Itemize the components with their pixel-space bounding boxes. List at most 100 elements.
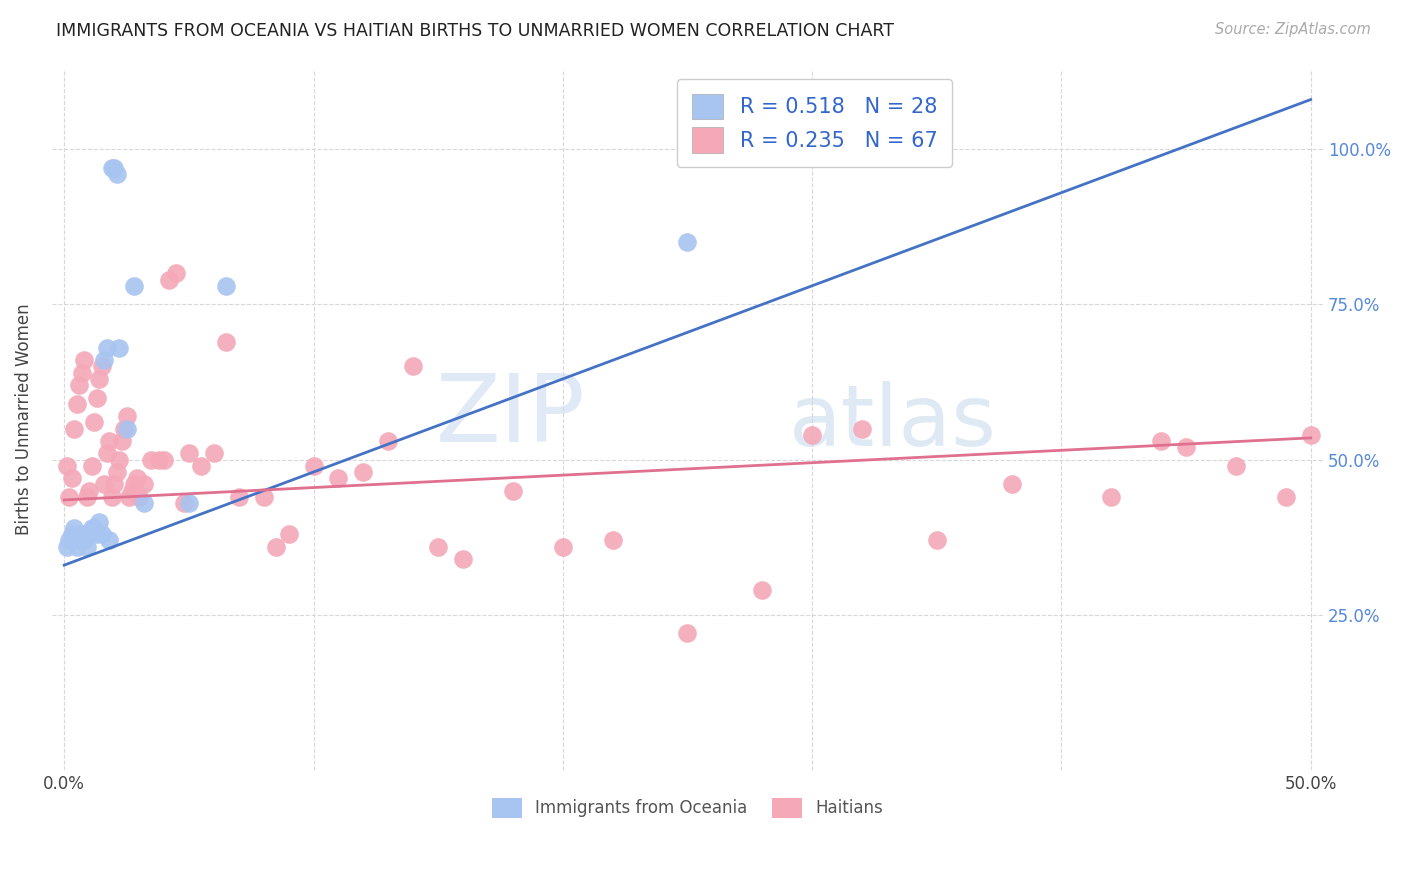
Point <box>80 521 103 535</box>
Point <box>105 465 128 479</box>
Point <box>103 161 125 175</box>
Point <box>115 409 138 424</box>
Point <box>86 527 108 541</box>
Point <box>122 477 145 491</box>
Point <box>77 527 100 541</box>
Point <box>173 496 195 510</box>
Point <box>264 540 287 554</box>
Point <box>63 421 86 435</box>
Point <box>103 477 125 491</box>
Point <box>141 452 163 467</box>
Point <box>1299 427 1322 442</box>
Point <box>1175 440 1198 454</box>
Point <box>352 465 374 479</box>
Point <box>121 483 143 498</box>
Point <box>751 582 773 597</box>
Point <box>125 471 148 485</box>
Point <box>1000 477 1022 491</box>
Point <box>108 341 131 355</box>
Point <box>93 353 115 368</box>
Point <box>55 458 77 473</box>
Point <box>302 458 325 473</box>
Point <box>153 452 176 467</box>
Point <box>177 496 200 510</box>
Point <box>377 434 399 448</box>
Point <box>1274 490 1296 504</box>
Text: IMMIGRANTS FROM OCEANIA VS HAITIAN BIRTHS TO UNMARRIED WOMEN CORRELATION CHART: IMMIGRANTS FROM OCEANIA VS HAITIAN BIRTH… <box>56 22 894 40</box>
Point <box>96 341 118 355</box>
Point <box>132 477 155 491</box>
Point <box>132 496 155 510</box>
Point <box>73 353 96 368</box>
Point <box>67 378 90 392</box>
Legend: Immigrants from Oceania, Haitians: Immigrants from Oceania, Haitians <box>485 791 890 825</box>
Point <box>602 533 624 548</box>
Point <box>58 533 80 548</box>
Point <box>108 452 131 467</box>
Point <box>100 490 122 504</box>
Point <box>83 521 105 535</box>
Point <box>63 521 86 535</box>
Point <box>277 527 299 541</box>
Point <box>118 490 141 504</box>
Point <box>87 515 110 529</box>
Point <box>1150 434 1173 448</box>
Point <box>86 391 108 405</box>
Point <box>148 452 170 467</box>
Point <box>801 427 824 442</box>
Point <box>676 235 699 250</box>
Point <box>851 421 873 435</box>
Point <box>87 372 110 386</box>
Point <box>451 552 474 566</box>
Point <box>66 397 89 411</box>
Point <box>90 359 112 374</box>
Point <box>76 540 98 554</box>
Point <box>76 490 98 504</box>
Point <box>228 490 250 504</box>
Point <box>66 540 89 554</box>
Point <box>67 533 90 548</box>
Point <box>157 272 180 286</box>
Point <box>55 540 77 554</box>
Point <box>93 477 115 491</box>
Point <box>60 471 83 485</box>
Point <box>96 446 118 460</box>
Point <box>1099 490 1122 504</box>
Point <box>110 434 132 448</box>
Point <box>105 167 128 181</box>
Point <box>60 527 83 541</box>
Point <box>427 540 450 554</box>
Point <box>402 359 425 374</box>
Point <box>98 533 121 548</box>
Point <box>128 490 150 504</box>
Point <box>115 421 138 435</box>
Text: atlas: atlas <box>789 381 997 464</box>
Point <box>328 471 350 485</box>
Text: Source: ZipAtlas.com: Source: ZipAtlas.com <box>1215 22 1371 37</box>
Point <box>676 626 699 640</box>
Point <box>70 366 93 380</box>
Point <box>58 490 80 504</box>
Point <box>925 533 948 548</box>
Point <box>100 161 122 175</box>
Point <box>190 458 212 473</box>
Point <box>112 421 135 435</box>
Point <box>90 527 112 541</box>
Point <box>253 490 276 504</box>
Point <box>70 527 93 541</box>
Point <box>177 446 200 460</box>
Point <box>215 278 238 293</box>
Point <box>502 483 524 498</box>
Point <box>551 540 574 554</box>
Point <box>80 458 103 473</box>
Text: ZIP: ZIP <box>436 370 586 462</box>
Point <box>165 266 187 280</box>
Point <box>83 416 105 430</box>
Point <box>73 533 96 548</box>
Point <box>122 278 145 293</box>
Point <box>202 446 225 460</box>
Point <box>215 334 238 349</box>
Point <box>1225 458 1247 473</box>
Point <box>98 434 121 448</box>
Point <box>77 483 100 498</box>
